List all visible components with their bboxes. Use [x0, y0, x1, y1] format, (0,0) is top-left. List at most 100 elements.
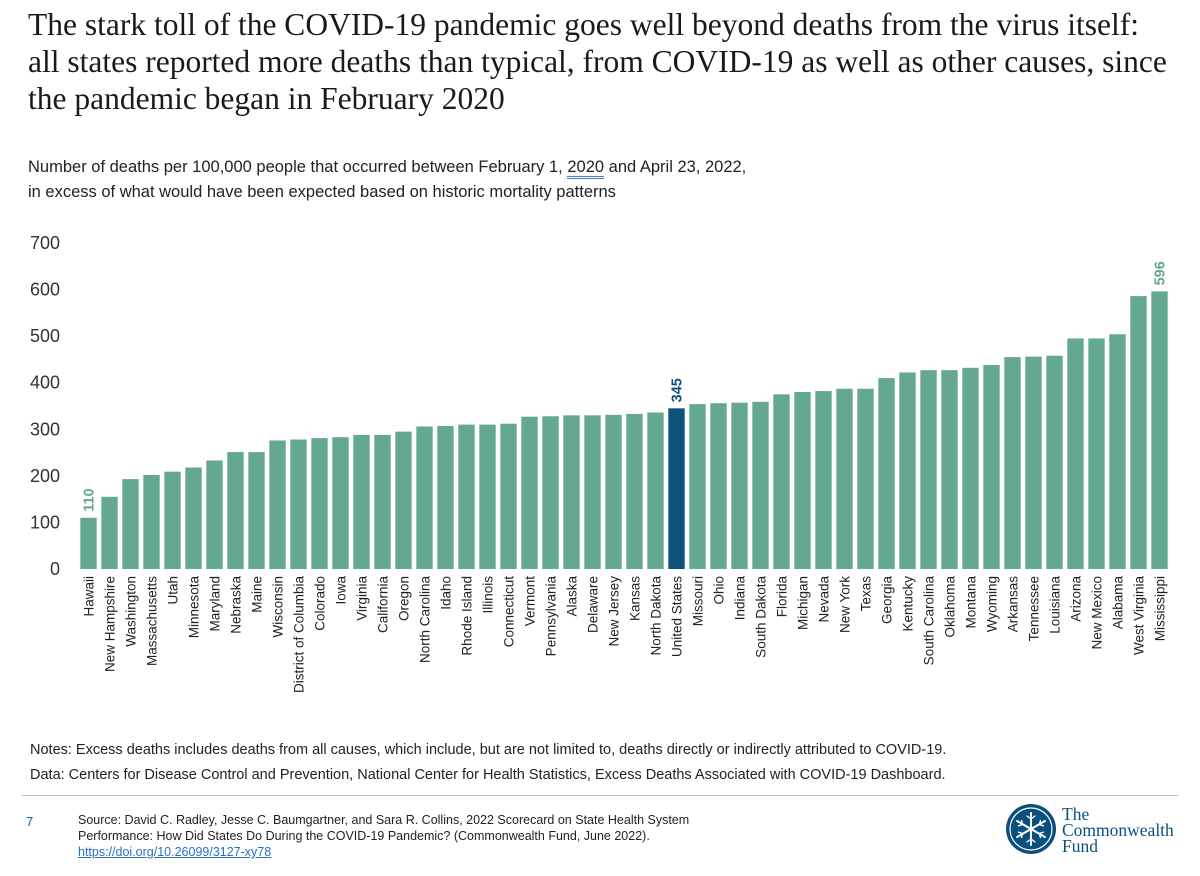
- x-tick-label: Texas: [859, 576, 874, 612]
- x-tick-label: South Dakota: [754, 576, 769, 658]
- y-tick-label: 600: [30, 280, 60, 300]
- x-tick-label: Utah: [166, 576, 181, 605]
- bar-louisiana: [1046, 355, 1063, 569]
- x-tick-label: California: [376, 576, 391, 634]
- x-tick-label: Michigan: [796, 576, 811, 630]
- bar-rhode-island: [458, 424, 475, 569]
- bar-wisconsin: [269, 440, 286, 569]
- bar-indiana: [731, 402, 748, 569]
- bars: [80, 291, 1168, 569]
- subtitle-line2: in excess of what would have been expect…: [28, 183, 616, 201]
- subtitle-line1-post: and April 23, 2022,: [604, 158, 747, 176]
- x-tick-label: Missouri: [691, 576, 706, 626]
- x-tick-label: Vermont: [523, 576, 538, 627]
- bar-vermont: [521, 416, 538, 569]
- x-tick-label: Pennsylvania: [544, 576, 559, 657]
- bar-massachusetts: [143, 474, 160, 569]
- x-tick-label: Tennessee: [1027, 576, 1042, 641]
- bar-south-carolina: [920, 370, 937, 569]
- x-tick-label: Delaware: [586, 576, 601, 633]
- x-axis-labels: Hawaii New Hampshire Washington Massachuset…: [82, 576, 1168, 694]
- source-line1: Source: David C. Radley, Jesse C. Baumga…: [78, 813, 690, 827]
- y-tick-label: 0: [50, 559, 60, 579]
- y-axis: 0 100 200 300 400 500 600 700: [30, 233, 60, 579]
- x-tick-label: New Jersey: [607, 576, 622, 647]
- bar-kentucky: [899, 372, 916, 569]
- x-tick-label: Indiana: [733, 576, 748, 621]
- bar-michigan: [794, 392, 811, 569]
- data-labels: 110 345 596: [82, 261, 1169, 512]
- bar-tennessee: [1025, 356, 1042, 569]
- logo-line-commonwealth: Commonwealth: [1062, 820, 1174, 840]
- x-tick-label: Maine: [250, 576, 265, 613]
- bar-south-dakota: [752, 401, 769, 569]
- bar-alaska: [563, 415, 580, 569]
- x-tick-label: Colorado: [313, 576, 328, 631]
- bar-maryland: [206, 460, 223, 569]
- logo-line-fund: Fund: [1062, 836, 1098, 856]
- y-tick-label: 100: [30, 512, 60, 532]
- bar-new-mexico: [1088, 338, 1105, 569]
- bar-oklahoma: [941, 370, 958, 569]
- commonwealth-fund-logo: The Commonwealth Fund: [1004, 800, 1194, 860]
- bar-washington: [122, 479, 139, 569]
- bar-ohio: [710, 403, 727, 569]
- bar-virginia: [353, 434, 370, 569]
- x-tick-label: Oklahoma: [943, 576, 958, 638]
- x-tick-label: Arkansas: [1006, 576, 1021, 633]
- x-tick-label: Florida: [775, 576, 790, 618]
- x-tick-label: New York: [838, 576, 853, 633]
- bar-hawaii: [80, 517, 97, 569]
- bar-district-of-columbia: [290, 439, 307, 569]
- x-tick-label: Oregon: [397, 576, 412, 621]
- bar-iowa: [332, 437, 349, 569]
- bar-mississippi: [1151, 291, 1168, 569]
- bar-texas: [857, 388, 874, 569]
- bar-illinois: [479, 424, 496, 569]
- chart-subtitle: Number of deaths per 100,000 people that…: [28, 155, 1128, 205]
- excess-deaths-bar-chart: 0 100 200 300 400 500 600 700 Hawaii New Hampshi…: [30, 233, 1169, 694]
- y-tick-label: 500: [30, 326, 60, 346]
- y-tick-label: 300: [30, 419, 60, 439]
- bar-utah: [164, 471, 181, 569]
- x-tick-label: North Carolina: [418, 576, 433, 664]
- bar-new-york: [836, 388, 853, 569]
- source-citation: Source: David C. Radley, Jesse C. Baumga…: [78, 812, 798, 860]
- bar-united-states: [668, 408, 685, 569]
- x-tick-label: Alaska: [565, 576, 580, 617]
- notes-text: Notes: Excess deaths includes deaths fro…: [30, 742, 947, 758]
- x-tick-label: United States: [670, 576, 685, 657]
- chart-notes: Notes: Excess deaths includes deaths fro…: [30, 738, 946, 788]
- x-tick-label: Kansas: [628, 576, 643, 621]
- bar-nevada: [815, 391, 832, 569]
- x-tick-label: District of Columbia: [292, 576, 307, 694]
- x-tick-label: Massachusetts: [145, 576, 160, 666]
- x-tick-label: Georgia: [880, 576, 895, 625]
- bar-north-carolina: [416, 426, 433, 569]
- x-tick-label: Rhode Island: [460, 576, 475, 656]
- x-tick-label: New Mexico: [1090, 576, 1105, 650]
- x-tick-label: Ohio: [712, 576, 727, 605]
- y-tick-label: 400: [30, 373, 60, 393]
- bar-north-dakota: [647, 412, 664, 569]
- bar-maine: [248, 452, 265, 569]
- subtitle-line1-pre: Number of deaths per 100,000 people that…: [28, 158, 568, 176]
- x-tick-label: Nebraska: [229, 576, 244, 634]
- x-tick-label: Hawaii: [82, 576, 97, 617]
- source-doi-link[interactable]: https://doi.org/10.26099/3127-xy78: [78, 845, 272, 859]
- bar-connecticut: [500, 423, 517, 569]
- data-source-text: Data: Centers for Disease Control and Pr…: [30, 767, 946, 783]
- bar-california: [374, 434, 391, 569]
- bar-minnesota: [185, 467, 202, 569]
- y-tick-label: 200: [30, 466, 60, 486]
- x-tick-label: North Dakota: [649, 576, 664, 656]
- bar-west-virginia: [1130, 296, 1147, 569]
- x-tick-label: Mississippi: [1153, 576, 1168, 641]
- bar-colorado: [311, 438, 328, 569]
- bar-new-hampshire: [101, 496, 118, 569]
- page-title: The stark toll of the COVID-19 pandemic …: [28, 7, 1167, 116]
- x-tick-label: Nevada: [817, 576, 832, 623]
- logo-wordmark: The Commonwealth Fund: [1062, 805, 1174, 856]
- bar-pennsylvania: [542, 416, 559, 569]
- bar-kansas: [626, 413, 643, 569]
